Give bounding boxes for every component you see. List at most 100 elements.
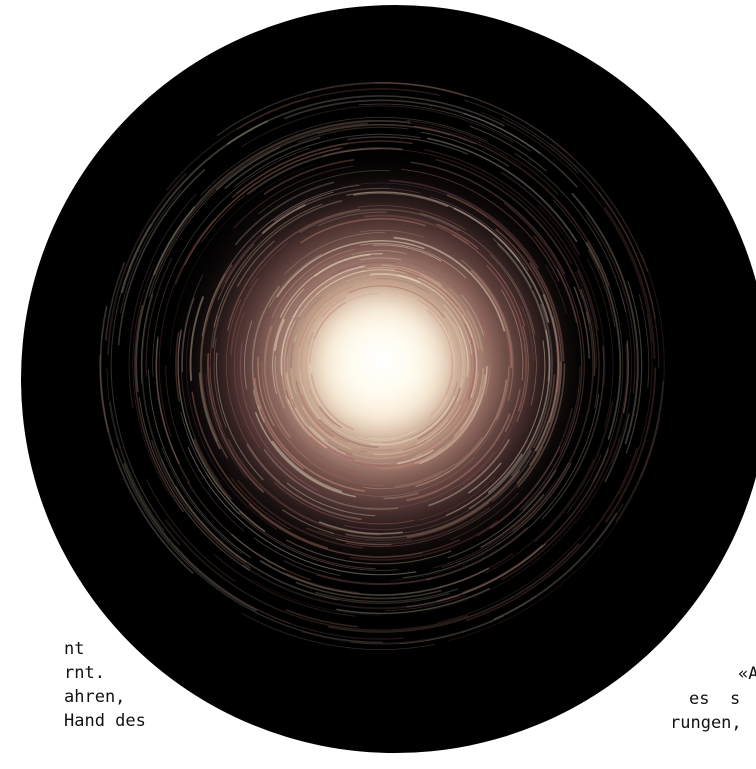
star-trail-arc (270, 246, 388, 322)
star-trail-arc (285, 289, 324, 372)
star-trail-arc (611, 293, 633, 464)
star-trail-arc (428, 439, 510, 507)
star-trail-arc (638, 294, 650, 388)
star-trail-arc (448, 287, 484, 354)
star-trail-arc (175, 331, 180, 402)
star-trail-arc (389, 552, 487, 581)
star-trail-arc (161, 447, 243, 555)
star-trail-arc (398, 442, 433, 457)
star-trail-arc (128, 193, 197, 408)
star-trail-arc (214, 554, 356, 617)
left-text-line: rnt. (64, 663, 105, 683)
star-trail-arc (117, 169, 206, 346)
star-trail-arc (237, 479, 364, 549)
star-trail-arc (435, 158, 590, 323)
star-trail-arc (106, 368, 291, 625)
star-trail-arc (410, 161, 566, 275)
star-trail-arc (212, 199, 343, 349)
right-text-line: «A (738, 664, 756, 684)
star-trail-arc (175, 485, 450, 604)
star-trail-arc (303, 280, 347, 318)
star-trail-arc (283, 232, 386, 276)
star-trail-arc (347, 505, 476, 536)
star-trail-arc (357, 436, 400, 442)
star-trail-arc (469, 125, 547, 172)
star-trail-arc (500, 171, 581, 256)
star-trail-arc (373, 82, 649, 273)
star-trail-arc (367, 267, 466, 318)
star-trail-arc (327, 543, 580, 633)
star-trail-arc (312, 428, 408, 460)
star-trail-arc (492, 421, 549, 502)
star-trail-arc (375, 277, 430, 294)
star-trail-arc (462, 290, 492, 381)
star-trail-arc (268, 253, 322, 309)
star-trail-arc (588, 240, 624, 482)
star-trail-arc (437, 525, 590, 623)
star-trail-arc (226, 95, 505, 145)
star-trail-arc (174, 545, 405, 640)
star-trail-arc (566, 454, 602, 514)
star-trail-arc (357, 205, 467, 231)
star-trail-arc (261, 204, 306, 234)
star-trail-arc (496, 243, 550, 382)
star-trail-arc (458, 344, 526, 488)
star-trail-arc (598, 191, 656, 320)
star-trail-arc (305, 81, 572, 157)
star-trail-arc (230, 477, 291, 530)
star-trail-arc (414, 374, 486, 465)
star-trail-arc (447, 277, 492, 358)
star-trail-arc (200, 116, 488, 196)
star-trail-arc (345, 450, 532, 539)
star-trail-arc (396, 449, 434, 465)
star-trail-arc (516, 325, 529, 423)
bright-core (303, 284, 459, 440)
star-trail-arc (336, 588, 490, 615)
star-trail-arc (240, 105, 514, 148)
star-trail-arc (287, 398, 328, 449)
star-trail-arc (215, 352, 264, 481)
star-trail-arc (452, 234, 525, 327)
star-trail-arc (261, 361, 309, 460)
star-trail-arc (152, 148, 310, 377)
star-trail-arc (585, 214, 636, 394)
star-trail-arc (107, 172, 187, 356)
star-trail-arc (470, 270, 513, 369)
star-trail-arc (501, 343, 629, 580)
star-trail-arc (251, 286, 280, 409)
star-trail-arc (460, 398, 479, 430)
left-text-line: nt (64, 639, 85, 659)
star-trail-arc (298, 292, 343, 370)
star-trail-arc (315, 588, 459, 603)
star-trail-arc (299, 208, 460, 233)
star-trail-arc (282, 509, 335, 535)
star-trail-arc (345, 446, 544, 547)
star-trail-arc (362, 263, 444, 287)
star-trail-arc (234, 181, 335, 246)
star-trail-arc (258, 170, 390, 215)
star-trail-arc (400, 168, 560, 282)
star-trail-arc (205, 472, 399, 571)
star-trail-arc (504, 388, 521, 432)
star-trail-arc (336, 444, 438, 464)
star-trail-arc (457, 307, 478, 399)
star-trail-arc (301, 596, 536, 644)
star-trail-arc (180, 274, 219, 482)
star-trail-arc (200, 264, 233, 459)
star-trail-arc (503, 202, 585, 423)
star-trail-arc (364, 214, 469, 245)
star-trail-arc (419, 212, 536, 335)
star-trail-arc (191, 391, 329, 549)
star-trail-arc (263, 449, 399, 510)
star-trail-arc (453, 322, 466, 402)
star-trail-arc (454, 437, 483, 466)
star-trail-arc (109, 401, 165, 531)
star-trail-arc (99, 305, 194, 574)
star-trail-arc (437, 386, 482, 451)
star-trail-arc (430, 196, 529, 271)
star-trail-arc (443, 311, 464, 389)
star-trail-arc (298, 269, 407, 318)
star-trail-arc (534, 401, 614, 543)
star-trail-arc (317, 530, 413, 543)
